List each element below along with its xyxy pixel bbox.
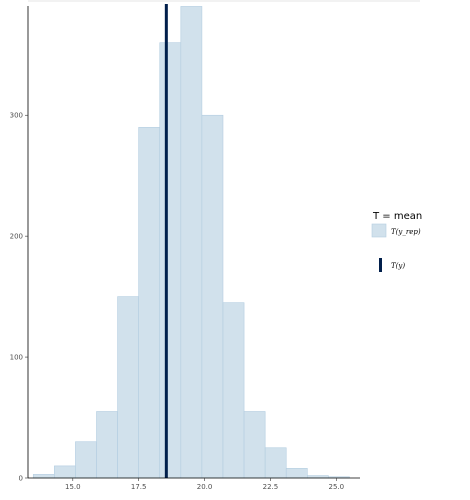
legend-title: T = mean (372, 211, 422, 222)
histogram-bar (54, 465, 76, 479)
histogram-bar (96, 411, 118, 479)
y-tick-label: 300 (10, 112, 23, 120)
x-tick-label: 17.5 (131, 483, 147, 491)
y-tick-label: 100 (10, 354, 23, 362)
histogram-bar (75, 441, 97, 479)
legend-key-y (379, 258, 382, 272)
y-tick-label: 200 (10, 233, 23, 241)
histogram-bar (180, 6, 203, 479)
x-tick-label: 22.5 (263, 483, 279, 491)
legend-key-yrep (371, 223, 387, 238)
histogram-bar (201, 114, 224, 479)
histogram-bar (32, 474, 55, 479)
x-tick-label: 20.0 (197, 483, 213, 491)
legend-label-y: T(y) (391, 262, 405, 270)
axes-group: 0 100 200 300 15.0 17.5 20.0 22.5 25.0 (10, 6, 360, 491)
y-tick-label: 0 (19, 475, 23, 483)
histogram-bar (222, 302, 245, 479)
legend-label-yrep: T(y_rep) (391, 228, 421, 236)
bars-group (32, 6, 350, 479)
x-tick-label: 15.0 (65, 483, 81, 491)
histogram-bar (243, 411, 266, 479)
histogram-bar (264, 447, 287, 479)
histogram-bar (285, 468, 308, 479)
histogram-bar (159, 42, 182, 479)
x-tick-label: 25.0 (328, 483, 344, 491)
legend: T = mean T(y_rep) T(y) (371, 211, 422, 272)
histogram-bar (138, 127, 161, 479)
histogram-bar (117, 296, 139, 479)
